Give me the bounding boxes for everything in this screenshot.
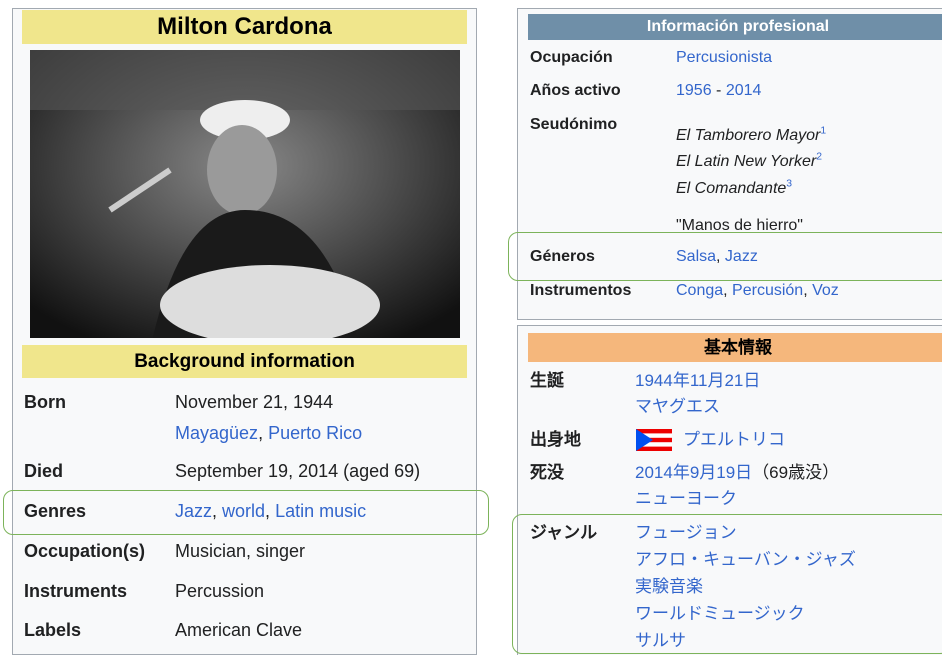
link[interactable]: Mayagüez <box>175 423 259 443</box>
row-label: Ocupación <box>530 49 613 66</box>
row-label: Died <box>24 461 64 481</box>
row-value: アフロ・キューバン・ジャズ <box>635 551 856 568</box>
row-value: Salsa, Jazz <box>676 249 758 265</box>
row-value: プエルトリコ <box>683 431 785 448</box>
row-value: Conga, Percusión, Voz <box>676 283 839 299</box>
link[interactable]: Percusión <box>732 282 804 299</box>
row-value: Percusionista <box>676 50 772 66</box>
row-label: Instruments <box>24 581 128 601</box>
link[interactable]: ワールドミュージック <box>635 603 805 623</box>
row-value: フュージョン <box>635 524 737 541</box>
row-label: Géneros <box>530 248 595 265</box>
link[interactable]: 2014年9月19日 <box>635 462 753 482</box>
text: El Comandante <box>676 180 787 197</box>
row-label: Born <box>24 392 66 412</box>
row-value: ニューヨーク <box>635 490 737 507</box>
link[interactable]: マヤグエス <box>635 396 720 416</box>
row-value: 1944年11月21日 <box>635 372 760 389</box>
row-value: "Manos de hierro" <box>676 218 803 234</box>
row-label: 生誕 <box>530 370 564 390</box>
text: "Manos de hierro" <box>676 217 803 234</box>
link[interactable]: プエルトリコ <box>683 429 785 449</box>
link[interactable]: Jazz <box>175 501 213 521</box>
row-value: マヤグエス <box>635 398 720 415</box>
text: , <box>258 423 269 443</box>
row-value: 実験音楽 <box>635 578 703 595</box>
infobox-spanish <box>517 8 942 320</box>
text: , <box>212 501 223 521</box>
text: Percussion <box>175 581 265 601</box>
row-value: 2014年9月19日（69歳没） <box>635 464 839 481</box>
text: Musician, singer <box>175 541 306 561</box>
row-label: 死没 <box>530 462 564 482</box>
highlight <box>508 232 942 281</box>
link[interactable]: Percusionista <box>676 49 773 66</box>
row-label: Instrumentos <box>530 282 632 299</box>
section-header: Información profesional <box>528 14 942 40</box>
row-value: El Tamborero Mayor1 <box>676 125 827 144</box>
text: , <box>265 501 276 521</box>
row-value: American Clave <box>175 621 302 639</box>
link[interactable]: Conga <box>676 282 724 299</box>
text: American Clave <box>175 620 303 640</box>
link[interactable]: 2 <box>816 151 822 163</box>
text: - <box>711 82 726 99</box>
row-value: September 19, 2014 (aged 69) <box>175 462 420 480</box>
text: , <box>716 248 725 265</box>
link[interactable]: world <box>222 501 266 521</box>
highlight <box>3 490 489 535</box>
text: El Latin New Yorker <box>676 153 817 170</box>
row-value: ワールドミュージック <box>635 605 805 622</box>
link[interactable]: 1944年11月21日 <box>635 370 761 390</box>
row-value: Musician, singer <box>175 542 305 560</box>
section-header: 基本情報 <box>528 333 942 362</box>
text: September 19, 2014 (aged 69) <box>175 461 421 481</box>
row-label: Labels <box>24 620 82 640</box>
row-label: Genres <box>24 501 87 521</box>
section-header: Background information <box>22 345 467 378</box>
title: Milton Cardona <box>22 10 467 44</box>
row-value: El Latin New Yorker2 <box>676 151 822 170</box>
link[interactable]: 1956 <box>676 82 712 99</box>
row-label: ジャンル <box>530 522 598 542</box>
link[interactable]: 実験音楽 <box>635 576 703 596</box>
link[interactable]: サルサ <box>635 630 686 650</box>
row-label: 出身地 <box>530 429 581 449</box>
text: El Tamborero Mayor <box>676 127 821 144</box>
link[interactable]: Voz <box>812 282 839 299</box>
text: , <box>723 282 733 299</box>
row-label: Seudónimo <box>530 116 618 133</box>
text: November 21, 1944 <box>175 392 334 412</box>
row-value: Jazz, world, Latin music <box>175 502 366 520</box>
text: , <box>803 282 813 299</box>
row-value: Percussion <box>175 582 264 600</box>
link[interactable]: Salsa <box>676 248 717 265</box>
row-value: El Comandante3 <box>676 178 793 197</box>
row-value: November 21, 1944 <box>175 393 333 411</box>
row-label: Años activo <box>530 82 621 99</box>
row-value: サルサ <box>635 632 686 649</box>
photo <box>30 50 460 338</box>
link[interactable]: Latin music <box>275 501 367 521</box>
link[interactable]: Jazz <box>724 248 758 265</box>
link[interactable]: ニューヨーク <box>635 488 737 508</box>
link[interactable]: 1 <box>820 125 827 137</box>
highlight <box>512 514 942 654</box>
flag-icon <box>636 429 672 451</box>
row-value: 1956 - 2014 <box>676 83 761 99</box>
link[interactable]: 2014 <box>725 82 762 99</box>
link[interactable]: フュージョン <box>635 522 737 542</box>
row-value: Mayagüez, Puerto Rico <box>175 424 362 442</box>
link[interactable]: アフロ・キューバン・ジャズ <box>635 549 856 569</box>
link[interactable]: Puerto Rico <box>268 423 363 443</box>
text: （69歳没） <box>752 462 840 482</box>
infobox-japanese <box>517 325 942 655</box>
link[interactable]: 3 <box>786 178 793 190</box>
row-label: Occupation(s) <box>24 541 146 561</box>
